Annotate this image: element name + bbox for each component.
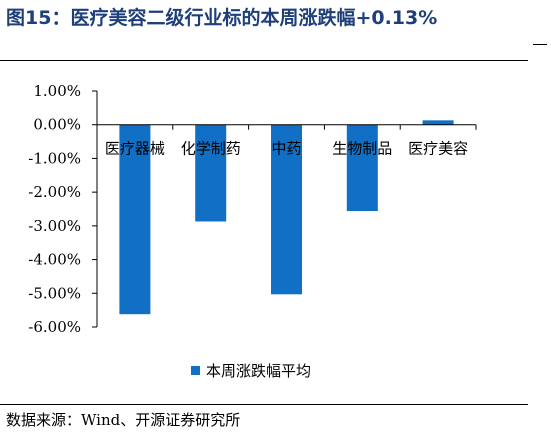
bar-2 xyxy=(195,124,227,222)
y-tick-label: 0.00% xyxy=(33,116,81,134)
bar-4 xyxy=(346,124,378,212)
bottom-rule xyxy=(0,404,528,405)
bar-5 xyxy=(422,120,454,125)
category-label: 医疗美容 xyxy=(408,140,468,158)
y-tick-label: -1.00% xyxy=(28,149,81,167)
bar-3 xyxy=(271,124,302,295)
source-note: 数据来源：Wind、开源证券研究所 xyxy=(6,411,241,429)
y-tick-label: -5.00% xyxy=(28,284,81,302)
category-label: 医疗器械 xyxy=(105,140,165,158)
edge-mark xyxy=(533,44,547,45)
bar-chart: 1.00% 0.00% -1.00% -2.00% -3.00% -4.00% -5.00%… xyxy=(28,82,477,380)
category-label: 生物制品 xyxy=(332,140,392,158)
y-tick-label: -3.00% xyxy=(28,217,81,235)
y-tick-label: -6.00% xyxy=(28,318,81,336)
y-tick-label: 1.00% xyxy=(33,82,81,100)
figure-title: 图15：医疗美容二级行业标的本周涨跌幅+0.13% xyxy=(6,7,438,29)
bar-1 xyxy=(119,124,151,315)
category-label: 化学制药 xyxy=(181,140,241,158)
y-tick-label: -4.00% xyxy=(28,251,81,269)
top-rule xyxy=(0,60,528,61)
category-label: 中药 xyxy=(271,140,301,158)
legend-label: 本周涨跌幅平均 xyxy=(206,362,311,380)
legend-swatch xyxy=(191,366,200,375)
y-tick-label: -2.00% xyxy=(28,183,81,201)
